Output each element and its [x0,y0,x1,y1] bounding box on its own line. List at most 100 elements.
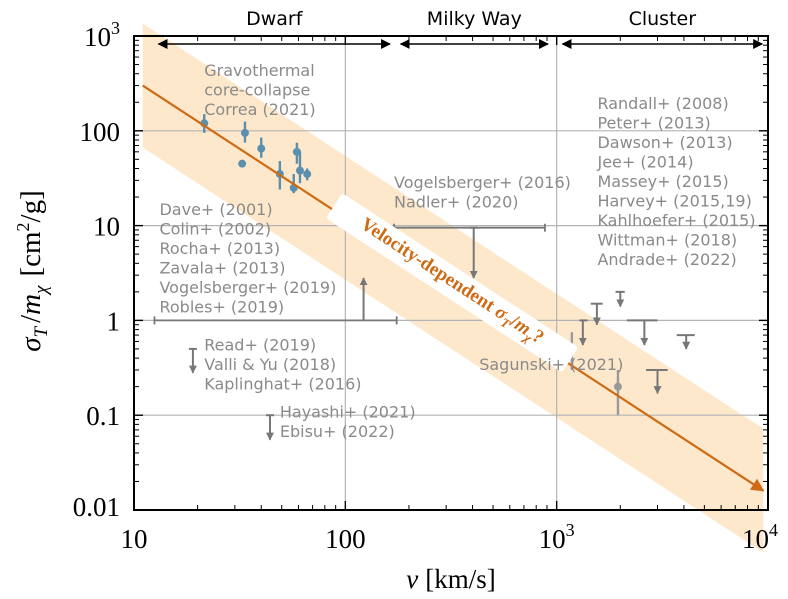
x-tick-sup: 4 [769,520,778,540]
point-marker [238,159,247,168]
y-tick-label: 0.01 [73,492,120,522]
annotation-line: core-collapse [204,80,310,99]
regime-layer: Dwarf Milky Way Cluster [157,8,764,49]
y-tick-label: 1 [107,306,121,336]
x-tick-base: 10 [121,524,148,554]
data-point [613,369,622,416]
x-tick-label: 103 [539,520,575,554]
regime-milky-way: Milky Way [399,8,549,49]
y-axis-unit-open: [cm [15,231,47,277]
data-point [238,159,247,168]
annotation-line: Dawson+ (2013) [597,133,732,152]
annotation-block: Randall+ (2008)Peter+ (2013)Dawson+ (201… [596,94,755,269]
annotation-line: Wittman+ (2018) [597,230,737,249]
x-tick-label: 100 [325,524,366,554]
data-point [295,151,304,184]
y-axis-sigma: σ [15,336,47,352]
upper-limit [578,319,588,346]
upper-limit [626,319,658,346]
regime-cluster: Cluster [561,8,764,49]
x-tick-base: 100 [325,524,366,554]
annotation-line: Randall+ (2008) [597,94,728,113]
lower-limit [153,277,398,325]
y-tick-label: 103 [84,18,120,52]
upper-limit [188,347,197,374]
y-axis-title: σT /mχ [cm2/g] [13,190,52,352]
y-axis-unit-close: /g] [15,190,47,222]
regime-label: Dwarf [246,8,304,30]
limit-layer [153,223,695,441]
y-tick-label: 10 [93,212,120,242]
annotation-line: Vogelsberger+ (2016) [394,173,571,192]
point-marker [303,170,312,179]
annotation-line: Vogelsberger+ (2019) [159,278,336,297]
annotation-line: Colin+ (2002) [159,219,271,238]
annotation-line: Kahlhoefer+ (2015) [597,211,755,230]
y-axis-sub-t: T [31,325,52,337]
y-axis-unit-sup: 2 [13,222,33,231]
x-axis-unit: [km/s] [425,564,496,594]
upper-limit [590,302,603,326]
annotation-line: Harvey+ (2015,19) [597,191,751,210]
y-tick-base: 100 [80,117,121,147]
annotation-line: Hayashi+ (2021) [280,403,416,422]
annotation-line: Zavala+ (2013) [159,258,285,277]
annotation-block: Dave+ (2001)Colin+ (2002)Rocha+ (2013)Za… [159,200,336,316]
y-tick-label: 0.1 [86,401,120,431]
point-marker [613,382,622,391]
x-tick-label: 104 [742,520,778,554]
regime-label: Cluster [629,8,697,30]
x-axis-title: v [km/s] [406,564,495,594]
annotation-line: Valli & Yu (2018) [204,355,336,374]
annotation-line: Kaplinghat+ (2016) [204,375,361,394]
upper-limit [469,226,478,279]
y-axis-slash: / [15,314,47,323]
point-marker [257,144,266,153]
data-point [257,137,266,158]
y-tick-base: 0.1 [86,401,120,431]
upper-limit [646,368,668,395]
x-tick-label: 10 [121,524,148,554]
x-tick-sup: 3 [566,520,575,540]
annotation-line: Massey+ (2015) [597,172,728,191]
y-tick-base: 0.01 [73,492,120,522]
annotation-block: Read+ (2019)Valli & Yu (2018)Kaplinghat+… [204,336,361,394]
annotation-line: Robles+ (2019) [159,297,284,316]
y-axis-sub-chi: χ [31,285,52,296]
data-point [240,121,249,143]
y-tick-base: 1 [107,306,121,336]
annotation-line: Sagunski+ (2021) [479,355,623,374]
annotation-line: Dave+ (2001) [159,200,272,219]
regime-label: Milky Way [427,8,522,30]
point-marker [295,166,304,175]
annotation-line: Gravothermal [204,61,314,80]
y-tick-sup: 3 [111,18,120,38]
annotation-line: Ebisu+ (2022) [280,422,395,441]
y-tick-base: 10 [84,22,111,52]
annotation-line: Jee+ (2014) [596,152,693,171]
annotation-block: Vogelsberger+ (2016)Nadler+ (2020) [394,173,571,212]
x-tick-base: 10 [742,524,769,554]
annotation-line: Rocha+ (2013) [159,239,280,258]
data-point [303,168,312,181]
x-tick-base: 10 [539,524,566,554]
annotation-line: Peter+ (2013) [597,113,710,132]
x-axis-symbol: v [406,564,418,594]
annotation-line: Read+ (2019) [204,336,316,355]
point-marker [240,128,249,137]
upper-limit [615,290,625,308]
annotation-block: Hayashi+ (2021)Ebisu+ (2022) [280,403,416,442]
y-axis-m: m [15,294,47,315]
y-tick-label: 100 [80,117,121,147]
upper-limit [265,414,274,441]
regime-dwarf: Dwarf [157,8,392,49]
upper-limit [676,334,695,350]
annotation-line: Correa (2021) [204,100,315,119]
annotation-line: Nadler+ (2020) [394,192,519,211]
y-tick-base: 10 [93,212,120,242]
plot-frame [133,35,769,511]
